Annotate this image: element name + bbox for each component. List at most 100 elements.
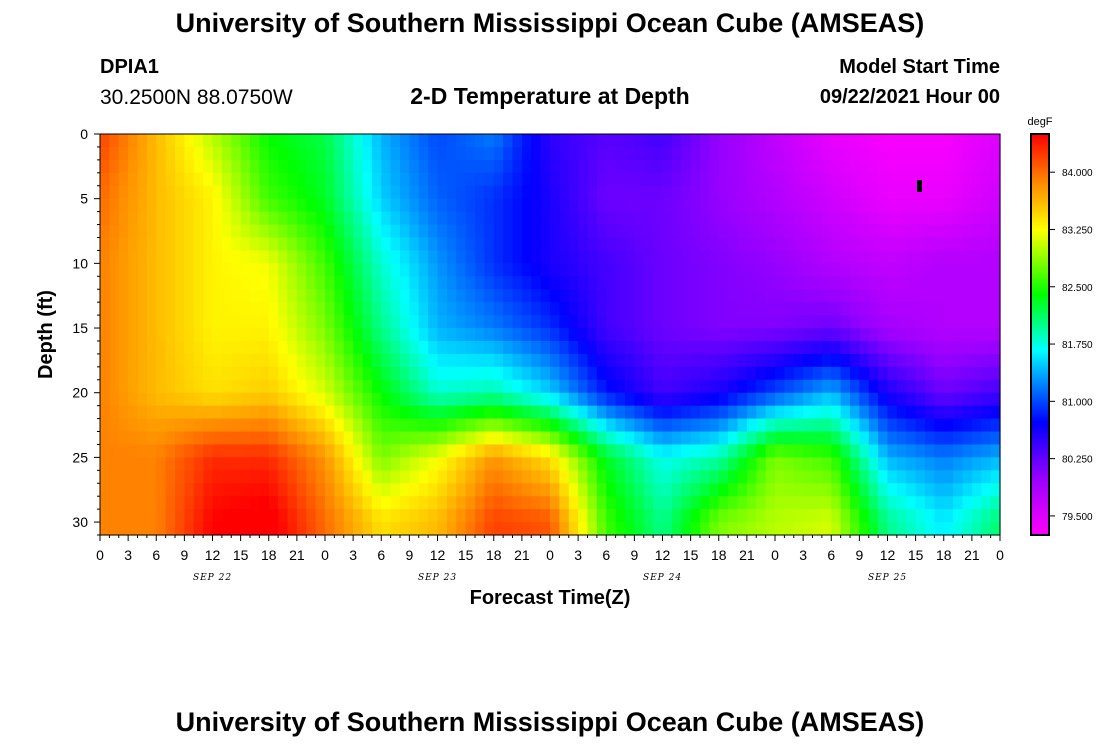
heatmap-cell xyxy=(868,159,879,174)
heatmap-cell xyxy=(390,172,401,187)
heatmap-cell xyxy=(906,328,917,342)
heatmap-cell xyxy=(250,250,260,264)
heatmap-cell xyxy=(550,392,560,407)
heatmap-cell xyxy=(456,276,467,290)
heatmap-cell xyxy=(503,470,514,484)
heatmap-cell xyxy=(343,418,354,433)
heatmap-cell xyxy=(118,224,129,239)
heatmap-cell xyxy=(296,134,307,148)
heatmap-cell xyxy=(671,328,682,342)
heatmap-cell xyxy=(531,405,542,420)
heatmap-cell xyxy=(146,328,157,342)
heatmap-cell xyxy=(456,366,467,381)
heatmap-cell xyxy=(503,496,514,510)
heatmap-cell xyxy=(418,509,429,523)
heatmap-cell xyxy=(578,366,589,381)
heatmap-cell xyxy=(943,276,954,290)
heatmap-cell xyxy=(259,289,270,303)
heatmap-cell xyxy=(962,379,973,394)
heatmap-cell xyxy=(137,134,148,148)
heatmap-cell xyxy=(193,263,204,277)
heatmap-cell xyxy=(793,509,804,523)
heatmap-cell xyxy=(137,379,148,394)
heatmap-cell xyxy=(925,366,935,381)
heatmap-cell xyxy=(559,276,570,290)
heatmap-cell xyxy=(728,328,739,342)
heatmap-cell xyxy=(840,172,851,187)
heatmap-cell xyxy=(943,340,954,355)
heatmap-cell xyxy=(221,211,232,226)
heatmap-cell xyxy=(859,405,870,420)
heatmap-cell xyxy=(737,444,748,458)
heatmap-cell xyxy=(634,392,645,407)
heatmap-cell xyxy=(475,172,485,187)
heatmap-cell xyxy=(193,289,204,303)
heatmap-cell xyxy=(343,328,354,342)
heatmap-cell xyxy=(718,159,729,174)
heatmap-cell xyxy=(250,224,260,239)
heatmap-cell xyxy=(756,211,767,226)
heatmap-cell xyxy=(925,353,935,368)
heatmap-cell xyxy=(578,392,589,407)
heatmap-cell xyxy=(718,250,729,264)
heatmap-cell xyxy=(212,134,223,148)
heatmap-cell xyxy=(775,483,785,497)
heatmap-cell xyxy=(906,431,917,446)
heatmap-cell xyxy=(962,146,973,161)
heatmap-cell xyxy=(175,172,185,187)
heatmap-cell xyxy=(578,353,589,368)
heatmap-cell xyxy=(203,302,214,316)
heatmap-cell xyxy=(840,379,851,394)
heatmap-cell xyxy=(990,134,1001,148)
heatmap-cell xyxy=(184,315,195,329)
heatmap-cell xyxy=(568,366,579,381)
heatmap-cell xyxy=(962,302,973,316)
heatmap-cell xyxy=(221,522,232,536)
heatmap-cell xyxy=(306,431,317,446)
heatmap-cell xyxy=(812,302,823,316)
heatmap-cell xyxy=(315,431,326,446)
heatmap-cell xyxy=(812,159,823,174)
heatmap-cell xyxy=(334,211,345,226)
heatmap-cell xyxy=(915,302,926,316)
heatmap-cell xyxy=(240,198,251,213)
heatmap-cell xyxy=(971,302,982,316)
heatmap-cell xyxy=(962,198,973,213)
heatmap-cell xyxy=(231,211,242,226)
heatmap-cell xyxy=(109,444,120,458)
heatmap-cell xyxy=(306,379,317,394)
y-tick-label: 20 xyxy=(72,385,88,401)
heatmap-cell xyxy=(390,392,401,407)
heatmap-cell xyxy=(587,340,598,355)
heatmap-cell xyxy=(456,431,467,446)
heatmap-cell xyxy=(156,392,167,407)
heatmap-cell xyxy=(456,172,467,187)
heatmap-cell xyxy=(146,159,157,174)
heatmap-cell xyxy=(259,198,270,213)
heatmap-cell xyxy=(765,276,776,290)
heatmap-cell xyxy=(671,185,682,200)
colorbar-tick-label: 80.250 xyxy=(1062,455,1093,466)
heatmap-cell xyxy=(709,276,720,290)
heatmap-cell xyxy=(587,470,598,484)
heatmap-cell xyxy=(821,211,832,226)
heatmap-cell xyxy=(503,159,514,174)
heatmap-cell xyxy=(728,483,739,497)
heatmap-cell xyxy=(362,250,373,264)
heatmap-cell xyxy=(606,340,617,355)
heatmap-cell xyxy=(793,340,804,355)
heatmap-cell xyxy=(868,483,879,497)
heatmap-cell xyxy=(231,198,242,213)
heatmap-cell xyxy=(371,457,382,471)
heatmap-cell xyxy=(409,146,420,161)
heatmap-cell xyxy=(859,263,870,277)
heatmap-cell xyxy=(615,302,626,316)
heatmap-cell xyxy=(315,146,326,161)
heatmap-cell xyxy=(896,431,907,446)
heatmap-cell xyxy=(690,340,701,355)
heatmap-cell xyxy=(943,496,954,510)
heatmap-cell xyxy=(306,353,317,368)
heatmap-cell xyxy=(550,185,560,200)
heatmap-cell xyxy=(587,509,598,523)
heatmap-cell xyxy=(353,509,364,523)
